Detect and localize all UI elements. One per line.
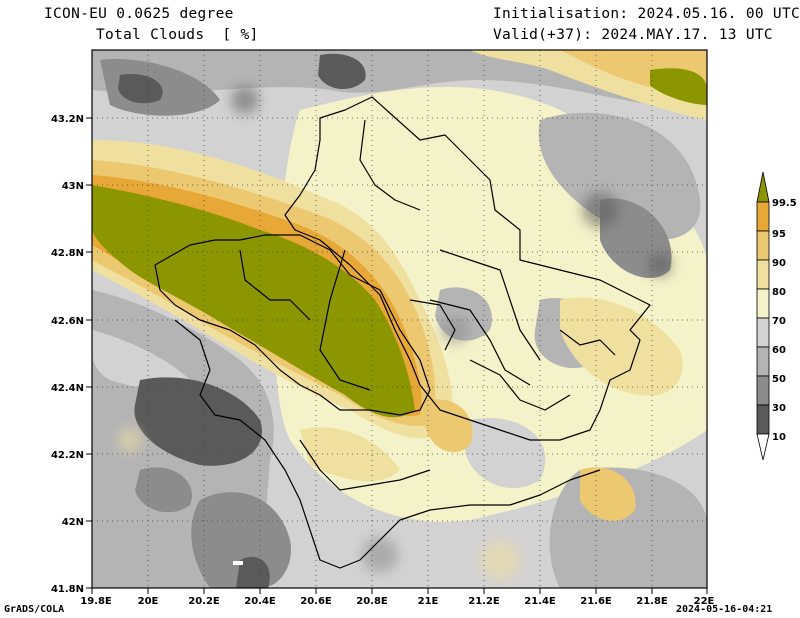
- model-title: ICON-EU 0.0625 degree: [44, 6, 234, 22]
- lat-label: 43.2N: [51, 114, 84, 125]
- lat-label: 41.8N: [51, 584, 84, 595]
- colorbar-segment: [756, 201, 770, 232]
- colorbar: [756, 171, 770, 461]
- lon-label: 20.8E: [356, 596, 388, 607]
- lat-label: 42.8N: [51, 248, 84, 259]
- country-borders: [154, 96, 651, 569]
- colorbar-label: 30: [772, 403, 786, 414]
- colorbar-segment: [756, 404, 770, 435]
- footer-left: GrADS/COLA: [4, 604, 65, 615]
- lat-label: 42.2N: [51, 450, 84, 461]
- lon-label: 20.4E: [244, 596, 276, 607]
- colorbar-segment: [756, 288, 770, 319]
- lat-label: 43N: [62, 181, 84, 192]
- valid-time: Valid(+37): 2024.MAY.17. 13 UTC: [493, 27, 773, 43]
- colorbar-top-arrow: [756, 171, 770, 203]
- lon-label: 21.4E: [524, 596, 556, 607]
- colorbar-label: 99.5: [772, 198, 797, 209]
- lon-label: 21.8E: [636, 596, 668, 607]
- colorbar-segment: [756, 230, 770, 261]
- footer-right: 2024-05-16-04:21: [676, 604, 773, 615]
- colorbar-label: 95: [772, 229, 786, 240]
- lon-label: 22E: [694, 596, 715, 607]
- lon-label: 20.6E: [300, 596, 332, 607]
- colorbar-segment: [756, 317, 770, 348]
- map-frame: [91, 49, 708, 589]
- colorbar-segment: [756, 259, 770, 290]
- lon-label: 20.2E: [188, 596, 220, 607]
- colorbar-segment: [756, 346, 770, 377]
- colorbar-label: 50: [772, 374, 786, 385]
- axis-ticks: [86, 117, 708, 594]
- cloud-field: [92, 50, 707, 588]
- variable-title: Total Clouds [ %]: [96, 27, 259, 43]
- lat-label: 42.4N: [51, 383, 84, 394]
- colorbar-label: 10: [772, 432, 786, 443]
- lon-label: 20E: [138, 596, 159, 607]
- lon-label: 19.8E: [80, 596, 112, 607]
- lat-label: 42N: [62, 517, 84, 528]
- colorbar-label: 90: [772, 258, 786, 269]
- colorbar-segment: [756, 375, 770, 406]
- lat-label: 42.6N: [51, 316, 84, 327]
- colorbar-bottom-arrow: [756, 433, 770, 461]
- lon-label: 21.6E: [580, 596, 612, 607]
- lon-label: 21E: [418, 596, 439, 607]
- colorbar-label: 70: [772, 316, 786, 327]
- init-time: Initialisation: 2024.05.16. 00 UTC: [493, 6, 800, 22]
- lon-label: 21.2E: [468, 596, 500, 607]
- colorbar-label: 60: [772, 345, 786, 356]
- colorbar-label: 80: [772, 287, 786, 298]
